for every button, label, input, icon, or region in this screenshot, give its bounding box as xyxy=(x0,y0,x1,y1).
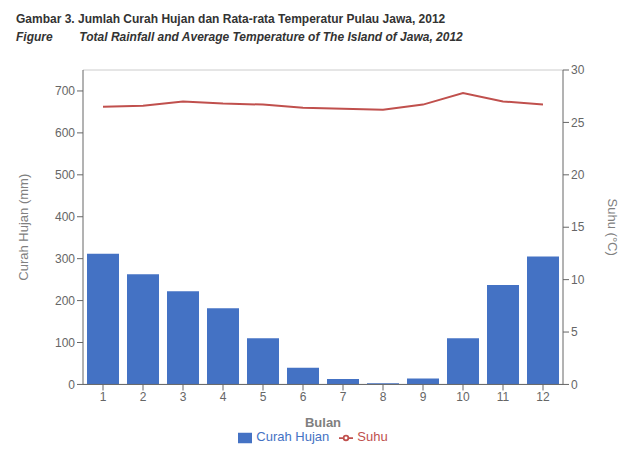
svg-text:11: 11 xyxy=(497,390,510,404)
svg-text:10: 10 xyxy=(571,273,585,287)
svg-text:600: 600 xyxy=(55,126,75,140)
svg-text:10: 10 xyxy=(456,390,470,404)
svg-text:Suhu (°C): Suhu (°C) xyxy=(605,199,620,256)
svg-text:2: 2 xyxy=(140,390,147,404)
svg-text:6: 6 xyxy=(300,390,307,404)
svg-text:200: 200 xyxy=(55,294,75,308)
svg-text:8: 8 xyxy=(380,390,387,404)
svg-text:Bulan: Bulan xyxy=(305,415,341,430)
svg-text:700: 700 xyxy=(55,84,75,98)
html-text:Gambar 3. Jumlah Curah Hujan d: Gambar 3. Jumlah Curah Hujan dan Rata-ra… xyxy=(16,12,446,26)
svg-text:25: 25 xyxy=(571,116,585,130)
html-text:Figure Total Rainfall and Aver: Figure Total Rainfall and Average Temper… xyxy=(16,30,463,44)
svg-text:9: 9 xyxy=(420,390,427,404)
svg-text:5: 5 xyxy=(571,325,578,339)
svg-text:30: 30 xyxy=(571,63,585,77)
html-text:Curah Hujan: Curah Hujan xyxy=(256,429,330,445)
svg-text:Curah Hujan (mm): Curah Hujan (mm) xyxy=(16,174,31,281)
svg-text:7: 7 xyxy=(340,390,347,404)
svg-text:400: 400 xyxy=(55,210,75,224)
svg-text:0: 0 xyxy=(68,378,75,392)
svg-text:1: 1 xyxy=(100,390,107,404)
svg-text:100: 100 xyxy=(55,336,75,350)
svg-text:0: 0 xyxy=(571,378,578,392)
svg-text:5: 5 xyxy=(260,390,267,404)
svg-text:500: 500 xyxy=(55,168,75,182)
svg-text:300: 300 xyxy=(55,252,75,266)
svg-text:3: 3 xyxy=(180,390,187,404)
svg-text:4: 4 xyxy=(220,390,227,404)
svg-text:15: 15 xyxy=(571,220,585,234)
html-text:Suhu: Suhu xyxy=(357,429,388,445)
svg-text:12: 12 xyxy=(536,390,550,404)
svg-text:20: 20 xyxy=(571,168,585,182)
